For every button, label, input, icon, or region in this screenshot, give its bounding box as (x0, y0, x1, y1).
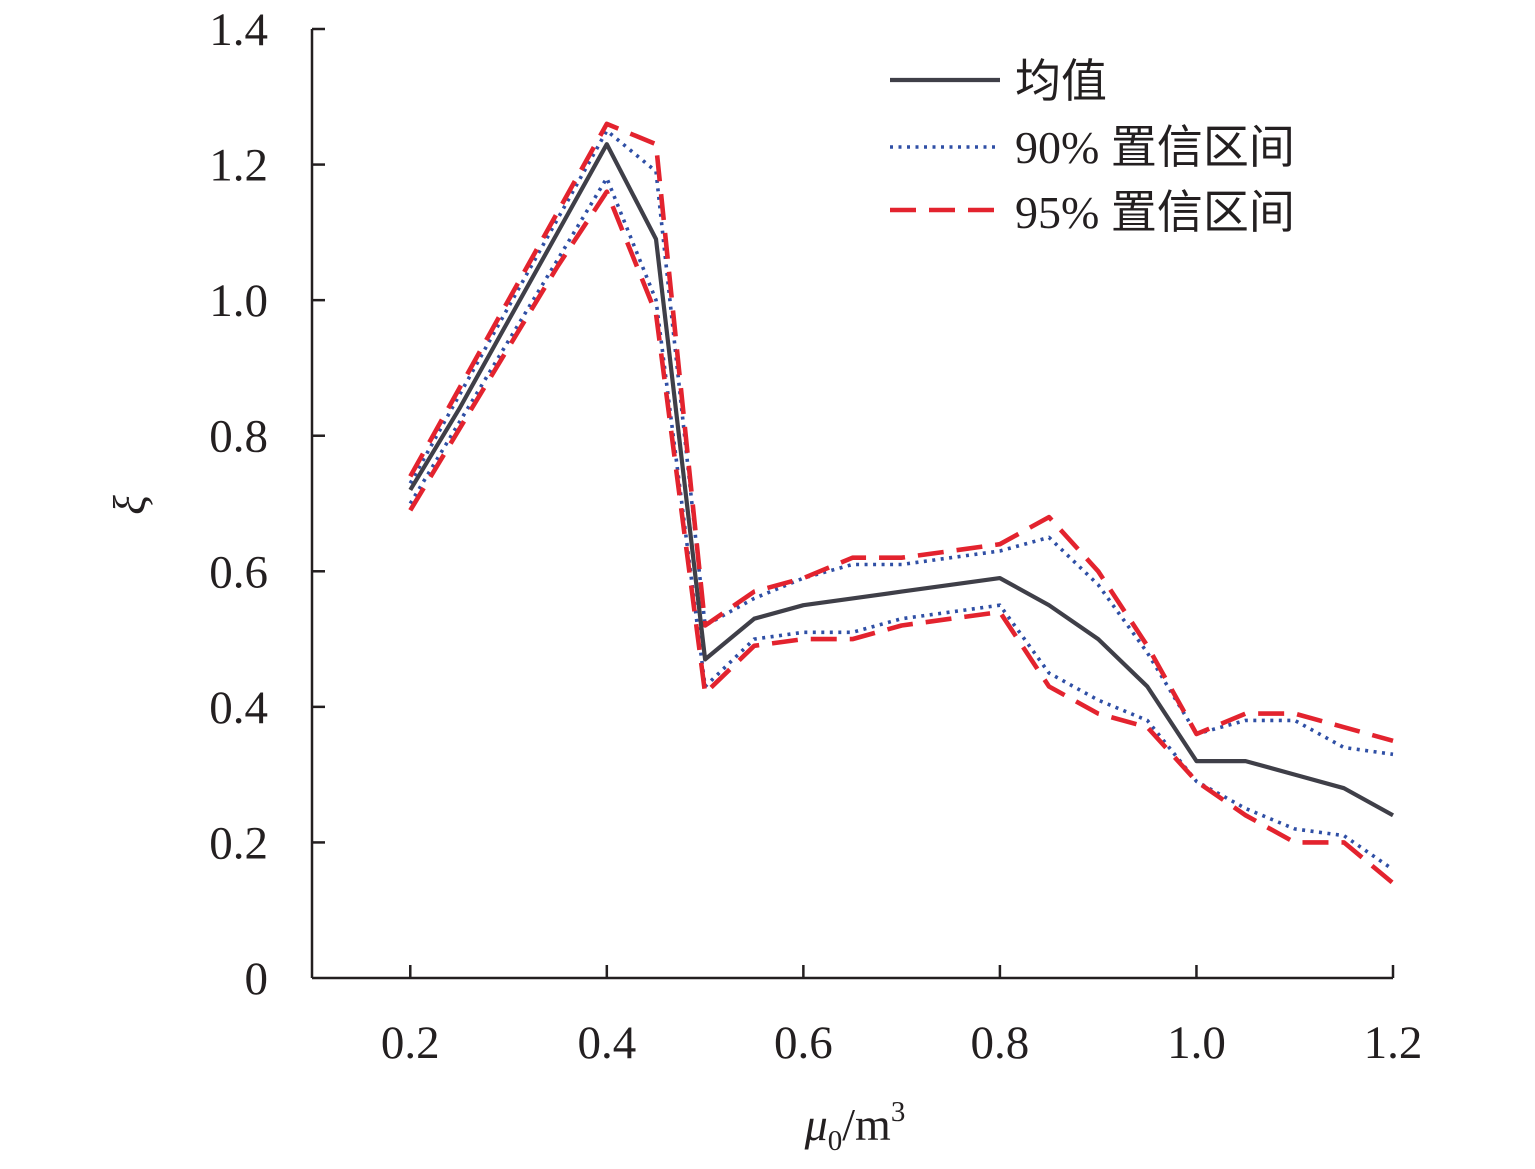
x-axis-ticks: 0.2 0.4 0.6 0.8 1.0 1.2 (381, 965, 1422, 1069)
y-tick-label: 0.4 (209, 682, 268, 734)
y-tick-label: 0.8 (209, 411, 268, 463)
legend-item-ci90: 90% 置信区间 (890, 122, 1295, 173)
series-ci95-lower-line (408, 189, 1395, 885)
y-axis-label: ξ (104, 495, 155, 515)
series-layer (408, 121, 1395, 885)
x-axis-label-superscript: 3 (891, 1096, 906, 1128)
x-axis-label-symbol: μ (804, 1099, 828, 1150)
x-tick-label: 0.4 (577, 1017, 636, 1069)
x-tick-label: 0.8 (971, 1017, 1030, 1069)
legend-label-ci90: 90% 置信区间 (1015, 122, 1295, 173)
x-axis-label-subscript: 0 (828, 1125, 843, 1157)
x-axis-label: μ0/m3 (804, 1096, 906, 1157)
x-tick-label: 0.6 (774, 1017, 833, 1069)
x-tick-label: 0.2 (381, 1017, 440, 1069)
y-tick-label: 0.2 (209, 817, 268, 869)
series-ci90-upper-line (408, 128, 1394, 757)
y-tick-label: 0.6 (209, 546, 268, 598)
legend-item-mean: 均值 (890, 56, 1107, 107)
y-tick-label: 0 (245, 953, 269, 1005)
x-axis-label-unit: /m (842, 1099, 891, 1150)
legend-item-ci95: 95% 置信区间 (890, 187, 1295, 238)
y-axis-ticks: 0 0.2 0.4 0.6 0.8 1.0 1.2 1.4 (209, 4, 325, 1005)
legend: 均值 90% 置信区间 95% 置信区间 (890, 56, 1295, 238)
axes (310, 29, 1393, 980)
x-tick-label: 1.0 (1167, 1017, 1226, 1069)
series-mean-line (408, 142, 1395, 818)
series-ci95-upper-line (408, 121, 1394, 744)
y-tick-label: 1.4 (209, 4, 268, 56)
x-tick-label: 1.2 (1364, 1017, 1423, 1069)
legend-label-mean: 均值 (1015, 56, 1107, 107)
y-tick-label: 1.0 (209, 275, 268, 327)
y-tick-label: 1.2 (209, 140, 268, 192)
legend-label-ci95: 95% 置信区间 (1015, 187, 1295, 238)
series-ci90-lower-line (408, 176, 1395, 871)
